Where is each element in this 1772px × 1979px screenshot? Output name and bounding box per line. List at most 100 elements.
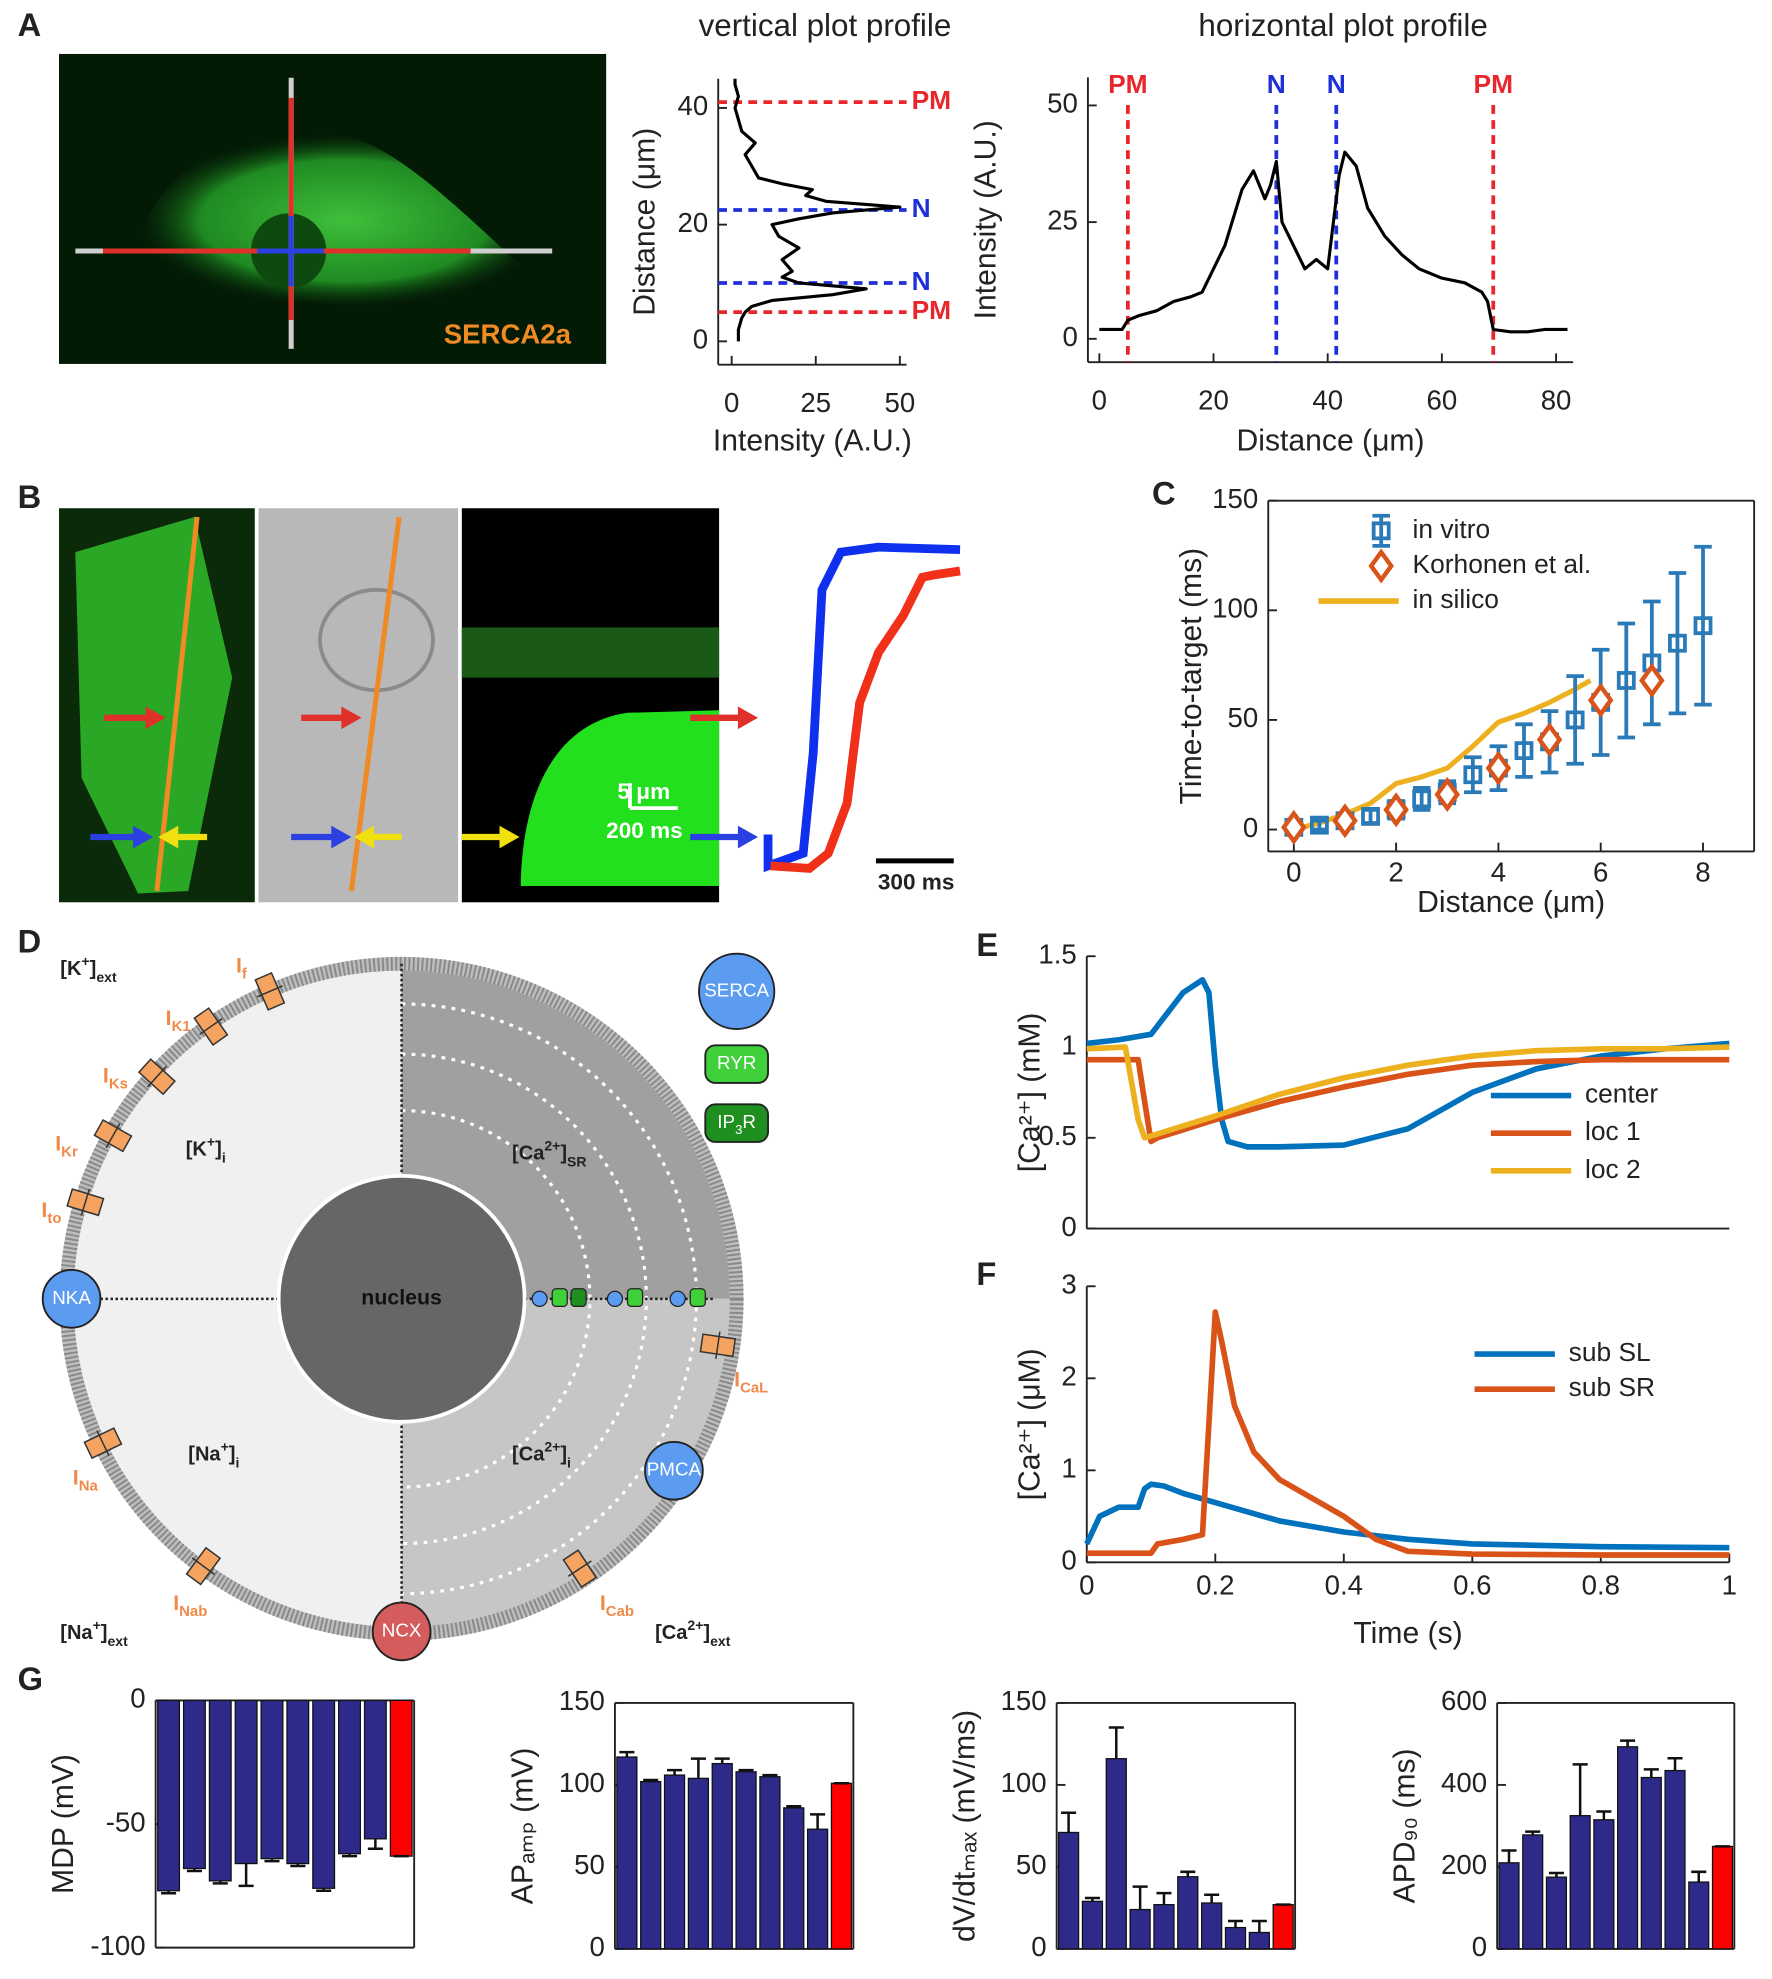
- marker-square: [1309, 815, 1329, 835]
- error-bar: [1084, 1896, 1100, 1902]
- legend-label: loc 2: [1585, 1154, 1641, 1184]
- x-tick-label: 0: [724, 387, 739, 418]
- label-part: Ks: [109, 1076, 128, 1093]
- scale-label: 300 ms: [878, 869, 955, 894]
- diagram-legend-label: IP3R: [717, 1111, 756, 1137]
- y-tick-label: 0: [1031, 1931, 1046, 1962]
- chart: 0 50 100 150 APₐₘₚ (mV): [507, 1685, 855, 1962]
- panel-label: A: [18, 6, 42, 43]
- reference-label: N: [912, 193, 931, 223]
- marker-diamond: [1332, 803, 1358, 839]
- error-bar: [1617, 621, 1636, 740]
- legend-label: loc 1: [1585, 1116, 1641, 1146]
- label-part: [K: [186, 1139, 208, 1161]
- bar: [1057, 1831, 1080, 1950]
- bar: [759, 1776, 781, 1950]
- error-bar: [1596, 1810, 1612, 1820]
- y-tick-label: 150: [1001, 1685, 1047, 1716]
- label-part: +: [93, 1617, 101, 1633]
- pump-label: PMCA: [647, 1459, 702, 1480]
- x-tick-label: 60: [1427, 385, 1458, 416]
- chart: 0 1 2 3 0 0.2 0.4 0.6 0.8 1 Time (s) [Ca²⁺] (μM) sub…: [1014, 1269, 1737, 1651]
- label-part: ]: [215, 1139, 222, 1161]
- y-tick-label: 0: [1063, 321, 1078, 352]
- bar: [1248, 1931, 1270, 1950]
- bar: [806, 1828, 829, 1950]
- line-series: [1293, 678, 1592, 832]
- label-part: Nab: [179, 1603, 207, 1620]
- x-tick-label: 20: [1198, 385, 1229, 416]
- label-part: 2+: [544, 1137, 560, 1153]
- line-series: [1086, 1044, 1730, 1141]
- label-part: CaL: [740, 1380, 768, 1397]
- error-bar: [1132, 1885, 1148, 1910]
- label-part: I: [734, 1367, 740, 1391]
- label-part: ]: [560, 1143, 567, 1165]
- diagram-legend-label: RYR: [717, 1052, 756, 1073]
- label-part: Kr: [61, 1144, 78, 1161]
- bar: [1498, 1862, 1520, 1950]
- error-bar: [762, 1773, 778, 1777]
- x-tick-label: 4: [1491, 856, 1506, 887]
- marker-diamond: [1281, 809, 1307, 845]
- label-part: I: [103, 1063, 109, 1087]
- marker-square: [1565, 710, 1585, 730]
- y-tick-label: 50: [1016, 1849, 1047, 1880]
- label-part: 2+: [544, 1438, 560, 1454]
- bar: [640, 1780, 662, 1950]
- marker-square: [1514, 741, 1534, 761]
- channel-bar: [105, 1123, 121, 1149]
- error-bar: [161, 1890, 177, 1895]
- x-tick-label: 1: [1722, 1570, 1737, 1601]
- label-part: [Na: [60, 1622, 93, 1644]
- label-part: SR: [567, 1153, 587, 1169]
- reference-label: PM: [1474, 69, 1514, 99]
- y-tick-label: 0: [1243, 812, 1258, 843]
- legend-label: sub SL: [1569, 1337, 1651, 1367]
- bar: [735, 1771, 757, 1950]
- y-tick-label: -100: [90, 1930, 145, 1961]
- marker-square: [1412, 789, 1432, 809]
- error-bar: [1251, 1919, 1267, 1933]
- chart: 0 50 100 150 0 2 4 6 8 Distance (μm) Time-to-targe…: [1175, 483, 1756, 919]
- bar: [1569, 1815, 1591, 1950]
- compartment-label: [Na+]i: [188, 1438, 239, 1470]
- bar: [1640, 1776, 1662, 1950]
- bar: [830, 1782, 853, 1950]
- error-bar: [1620, 1739, 1636, 1747]
- error-bar: [1694, 544, 1712, 707]
- channel-bar: [715, 1331, 721, 1360]
- marker-diamond: [1536, 722, 1563, 758]
- micrographs-b: [59, 508, 961, 903]
- label-part: to: [47, 1210, 61, 1227]
- bar: [182, 1699, 206, 1870]
- pump-label: NCX: [382, 1619, 422, 1640]
- label-part: I: [55, 1131, 61, 1155]
- label-part: IP: [717, 1111, 735, 1132]
- label-part: [Ca: [655, 1622, 688, 1644]
- diagram-legend-label: SERCA: [704, 979, 769, 1000]
- marker-diamond: [1639, 662, 1665, 699]
- bar: [1664, 1769, 1686, 1950]
- label-part: [Ca: [512, 1444, 545, 1466]
- chart: 0 20 40 0 25 50 vertical plot profile Intensity…: [629, 8, 952, 458]
- marker-diamond: [1368, 548, 1394, 584]
- bar: [1617, 1746, 1639, 1950]
- bar: [663, 1774, 686, 1950]
- current-label: If: [236, 953, 247, 983]
- y-axis-label: Time-to-target (ms): [1175, 548, 1208, 805]
- legend-symbol: [1372, 513, 1390, 548]
- y-tick-label: -50: [106, 1806, 146, 1837]
- bar: [286, 1699, 310, 1865]
- label-part: ]: [90, 958, 97, 980]
- y-tick-label: 0: [1061, 1211, 1076, 1242]
- bar: [616, 1756, 638, 1950]
- x-tick-label: 50: [885, 387, 916, 418]
- panel-label: C: [1152, 474, 1176, 511]
- reference-label: N: [912, 266, 931, 296]
- reference-label: PM: [912, 85, 952, 115]
- bar: [234, 1699, 258, 1865]
- label-part: I: [600, 1590, 606, 1614]
- error-bar: [786, 1804, 802, 1808]
